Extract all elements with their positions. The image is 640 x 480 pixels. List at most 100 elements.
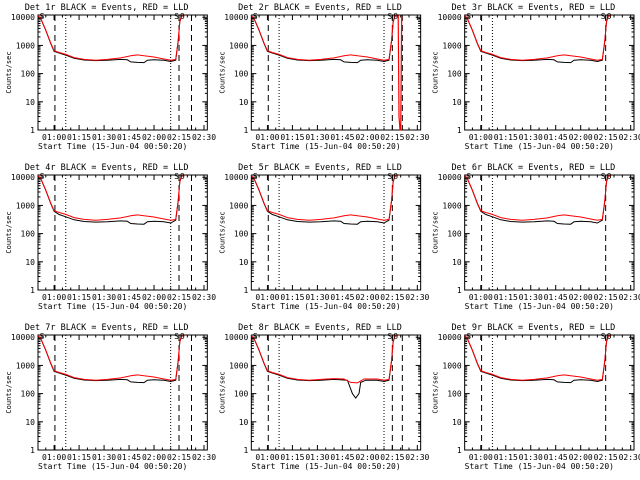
x-tick-label: 01:15 <box>67 133 91 142</box>
y-tick-label: 100 <box>21 70 36 79</box>
saa-marker: S <box>387 332 392 341</box>
x-tick-label: 02:30 <box>619 453 640 462</box>
x-tick-label: 01:15 <box>494 293 518 302</box>
lld-series <box>37 15 185 61</box>
x-tick-label: 01:45 <box>544 453 568 462</box>
y-tick-label: 1 <box>457 446 462 455</box>
events-series <box>250 335 398 399</box>
x-axis-label: Start Time (15-Jun-04 00:50:20) <box>465 462 614 471</box>
x-tick-label: 02:15 <box>167 293 191 302</box>
events-series <box>37 175 185 225</box>
y-tick-label: 10000 <box>224 13 248 22</box>
saa-marker: S <box>253 172 258 181</box>
y-axis-label: Counts/sec <box>218 371 226 413</box>
x-tick-label: 02:00 <box>355 293 379 302</box>
x-tick-label: 02:00 <box>142 133 166 142</box>
y-tick-label: 1000 <box>16 41 35 50</box>
saa-marker: S <box>466 12 471 21</box>
lld-series <box>464 175 611 221</box>
y-tick-label: 10 <box>452 258 462 267</box>
x-axis-label: Start Time (15-Jun-04 00:50:20) <box>465 142 614 151</box>
y-tick-label: 10 <box>25 98 35 107</box>
y-tick-label: 100 <box>234 390 249 399</box>
x-tick-label: 01:00 <box>255 133 279 142</box>
saa-marker: S <box>466 172 471 181</box>
x-axis-label: Start Time (15-Jun-04 00:50:20) <box>38 462 187 471</box>
panel-title: Det 9r BLACK = Events, RED = LLD <box>451 323 615 333</box>
y-axis-label: Counts/sec <box>432 211 440 253</box>
y-tick-label: 10000 <box>11 173 35 182</box>
x-axis-label: Start Time (15-Jun-04 00:50:20) <box>251 142 400 151</box>
y-tick-label: 10 <box>239 98 249 107</box>
y-tick-label: 100 <box>447 230 462 239</box>
x-tick-label: 01:30 <box>519 133 543 142</box>
detector-panel-6: Det 6r BLACK = Events, RED = LLD 1 10 100 10… <box>432 163 640 311</box>
y-tick-label: 1 <box>457 126 462 135</box>
saa-marker: O <box>180 332 185 341</box>
panel-title: Det 8r BLACK = Events, RED = LLD <box>238 323 402 333</box>
saa-marker: O <box>180 12 185 21</box>
x-tick-label: 01:45 <box>544 133 568 142</box>
y-tick-label: 1 <box>244 126 249 135</box>
x-tick-label: 02:30 <box>192 293 216 302</box>
x-tick-label: 02:00 <box>569 133 593 142</box>
plot-frame <box>37 174 208 291</box>
x-tick-label: 01:30 <box>305 133 329 142</box>
saa-marker: S <box>174 332 179 341</box>
y-tick-label: 10 <box>25 258 35 267</box>
y-tick-label: 10000 <box>224 333 248 342</box>
x-tick-label: 01:15 <box>67 453 91 462</box>
x-tick-label: 01:00 <box>42 293 66 302</box>
x-tick-label: 02:30 <box>405 453 429 462</box>
lld-series <box>250 335 398 384</box>
y-tick-label: 10 <box>239 258 249 267</box>
x-tick-label: 02:00 <box>142 293 166 302</box>
saa-marker: O <box>180 172 185 181</box>
saa-marker: O <box>393 12 398 21</box>
detector-panel-5: Det 5r BLACK = Events, RED = LLD 1 10 100 10… <box>218 163 429 311</box>
plot-frame <box>464 174 635 291</box>
panel-title: Det 2r BLACK = Events, RED = LLD <box>238 3 402 13</box>
saa-marker: S <box>253 332 258 341</box>
saa-marker: S <box>466 332 471 341</box>
saa-marker: S <box>40 332 45 341</box>
x-tick-label: 02:30 <box>619 133 640 142</box>
saa-marker: S <box>601 332 606 341</box>
lld-series <box>464 15 611 61</box>
x-tick-label: 01:30 <box>92 133 116 142</box>
x-tick-label: 02:30 <box>192 133 216 142</box>
y-axis-label: Counts/sec <box>218 51 226 93</box>
x-tick-label: 01:00 <box>42 453 66 462</box>
x-tick-label: 01:45 <box>330 293 354 302</box>
x-tick-label: 01:15 <box>280 293 304 302</box>
x-axis-label: Start Time (15-Jun-04 00:50:20) <box>465 302 614 311</box>
plot-frame <box>464 334 635 451</box>
plot-frame <box>464 14 635 131</box>
plot-frame <box>250 174 422 291</box>
detector-panel-2: Det 2r BLACK = Events, RED = LLD 1 10 100 10… <box>218 3 429 151</box>
panel-title: Det 7r BLACK = Events, RED = LLD <box>25 323 189 333</box>
lld-spike <box>397 15 403 131</box>
x-tick-label: 01:30 <box>305 453 329 462</box>
y-tick-label: 10000 <box>224 173 248 182</box>
y-tick-label: 100 <box>447 70 462 79</box>
saa-marker: S <box>40 172 45 181</box>
saa-marker: O <box>607 332 612 341</box>
x-tick-label: 01:15 <box>494 453 518 462</box>
x-tick-label: 01:30 <box>92 293 116 302</box>
x-tick-label: 01:45 <box>330 133 354 142</box>
x-tick-label: 01:45 <box>117 453 141 462</box>
x-tick-label: 02:15 <box>380 453 404 462</box>
y-tick-label: 10 <box>452 98 462 107</box>
saa-marker: S <box>601 12 606 21</box>
x-tick-label: 02:00 <box>569 293 593 302</box>
lld-series <box>250 15 398 61</box>
saa-marker: S <box>40 12 45 21</box>
detector-panel-8: Det 8r BLACK = Events, RED = LLD 1 10 100 10… <box>218 323 429 471</box>
y-tick-label: 10 <box>452 418 462 427</box>
y-axis-label: Counts/sec <box>432 51 440 93</box>
events-series <box>464 15 611 64</box>
x-tick-label: 01:00 <box>469 453 493 462</box>
x-tick-label: 01:15 <box>280 133 304 142</box>
x-tick-label: 01:00 <box>42 133 66 142</box>
